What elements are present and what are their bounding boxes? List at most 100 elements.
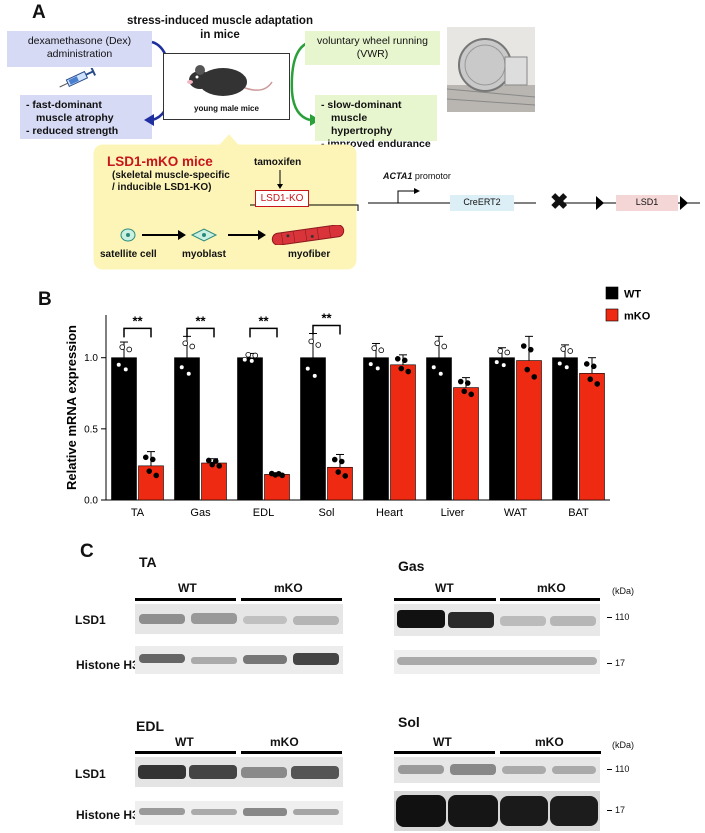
blot-ta-row1-label: LSD1 bbox=[75, 613, 106, 627]
data-point bbox=[126, 346, 133, 353]
bar-WT-TA bbox=[111, 357, 137, 501]
blot-ta-mko-label: mKO bbox=[274, 581, 303, 595]
data-point bbox=[394, 356, 401, 362]
blot-sol-image bbox=[394, 757, 600, 831]
x-tick-label-Gas: Gas bbox=[190, 507, 211, 519]
data-point bbox=[405, 368, 412, 375]
data-point bbox=[437, 370, 444, 377]
blot-gas-marker-17: 17 bbox=[615, 658, 626, 668]
data-point bbox=[500, 362, 507, 368]
bar-mKO-Gas bbox=[201, 462, 227, 501]
bar-WT-Sol bbox=[300, 357, 326, 501]
cell-differentiation-diagram bbox=[120, 225, 345, 245]
bar-WT-Liver bbox=[426, 357, 452, 501]
blot-gas-marker-tick-2 bbox=[607, 663, 612, 664]
data-point bbox=[560, 346, 567, 352]
blot-edl-wt-bar bbox=[135, 751, 236, 754]
data-point bbox=[556, 360, 563, 367]
data-point bbox=[311, 373, 318, 379]
x-tick-label-BAT: BAT bbox=[568, 507, 589, 519]
data-point bbox=[367, 361, 374, 367]
promotor-word: promotor bbox=[412, 171, 451, 181]
blot-sol-marker-17: 17 bbox=[615, 805, 626, 815]
myoblast-label: myoblast bbox=[182, 249, 226, 260]
blot-gas-wt-bar bbox=[394, 598, 496, 601]
significance-label-TA: ** bbox=[132, 313, 143, 328]
data-point bbox=[338, 458, 345, 465]
blot-edl-mko-label: mKO bbox=[270, 735, 299, 749]
data-point bbox=[142, 454, 149, 461]
blot-edl-mko-bar bbox=[241, 751, 342, 754]
significance-label-Gas: ** bbox=[195, 313, 206, 328]
data-point bbox=[209, 461, 216, 468]
panel-c-letter: C bbox=[80, 541, 94, 562]
data-point bbox=[245, 352, 252, 358]
lsd1-ko-box: LSD1-KO bbox=[255, 190, 309, 207]
data-point bbox=[398, 365, 405, 372]
data-point bbox=[182, 340, 189, 347]
lsd1-gene-label: LSD1 bbox=[635, 197, 659, 207]
blot-edl-row1-label: LSD1 bbox=[75, 767, 106, 781]
data-point bbox=[304, 365, 311, 372]
data-point bbox=[185, 370, 192, 377]
data-point bbox=[122, 366, 129, 373]
hyper-line1: - slow-dominant bbox=[321, 99, 402, 111]
bar-WT-Gas bbox=[174, 357, 200, 501]
title-line2: in mice bbox=[200, 29, 240, 41]
atrophy-line2: muscle atrophy bbox=[36, 112, 114, 124]
y-axis-label: Relative mRNA expression bbox=[64, 325, 79, 490]
data-point bbox=[590, 363, 597, 370]
bar-WT-BAT bbox=[552, 357, 578, 501]
blot-gas-mko-bar bbox=[500, 598, 600, 601]
blot-edl-title: EDL bbox=[136, 718, 164, 734]
blot-gas-title: Gas bbox=[398, 558, 425, 574]
data-point bbox=[115, 361, 122, 368]
atrophy-line1: - fast-dominant bbox=[26, 99, 102, 111]
x-tick-label-Liver: Liver bbox=[441, 507, 465, 519]
legend-label-mKO: mKO bbox=[624, 311, 651, 323]
panel-a-title: stress-induced muscle adaptation in mice bbox=[120, 14, 320, 42]
significance-label-Sol: ** bbox=[321, 311, 332, 326]
data-point bbox=[464, 380, 471, 386]
significance-bracket-EDL bbox=[249, 327, 278, 338]
data-point bbox=[178, 364, 185, 371]
lsd1-sub2: / inducible LSD1-KO) bbox=[112, 182, 212, 193]
acta1-gene-name: ACTA1 bbox=[383, 171, 413, 181]
blot-sol-mko-bar bbox=[500, 751, 601, 754]
x-tick-label-EDL: EDL bbox=[253, 507, 274, 519]
creert2-label: CreERT2 bbox=[463, 197, 501, 207]
blot-edl-image bbox=[135, 757, 343, 825]
x-tick-label-WAT: WAT bbox=[504, 507, 527, 519]
blot-ta-wt-label: WT bbox=[178, 581, 197, 595]
data-point bbox=[212, 458, 219, 464]
cross-icon: ✖ bbox=[550, 189, 569, 214]
data-point bbox=[583, 361, 590, 367]
hyper-line2: muscle hypertrophy bbox=[331, 112, 393, 137]
data-point bbox=[563, 364, 570, 371]
bar-chart: 0.0 0.5 1.0 Relative mRNA expression TA Gas ED… bbox=[64, 286, 651, 519]
data-point bbox=[331, 456, 338, 463]
blot-sol-kda: (kDa) bbox=[612, 740, 634, 750]
bar-WT-WAT bbox=[489, 357, 515, 501]
blot-ta-image bbox=[135, 604, 343, 674]
vwr-line2: (VWR) bbox=[356, 48, 389, 60]
y-tick-label: 1.0 bbox=[84, 353, 98, 364]
vwr-box: voluntary wheel running (VWR) bbox=[305, 31, 440, 65]
data-point bbox=[153, 472, 160, 479]
satellite-cell-label: satellite cell bbox=[100, 249, 157, 260]
data-point bbox=[461, 388, 468, 395]
blot-ta-row2-label: Histone H3 bbox=[76, 658, 139, 672]
y-tick-label: 0.5 bbox=[84, 424, 98, 435]
atrophy-line3: - reduced strength bbox=[26, 125, 119, 137]
blot-sol-marker-110: 110 bbox=[615, 764, 630, 774]
significance-bracket-TA bbox=[123, 327, 152, 338]
lsd1-sub1: (skeletal muscle-specific bbox=[112, 170, 230, 181]
data-point bbox=[497, 348, 504, 354]
data-point bbox=[468, 391, 475, 398]
data-point bbox=[401, 357, 408, 364]
bar-mKO-WAT bbox=[516, 360, 542, 501]
x-tick-label-Heart: Heart bbox=[376, 507, 403, 519]
data-point bbox=[335, 469, 342, 475]
bar-mKO-Liver bbox=[453, 387, 479, 501]
data-point bbox=[308, 338, 315, 345]
